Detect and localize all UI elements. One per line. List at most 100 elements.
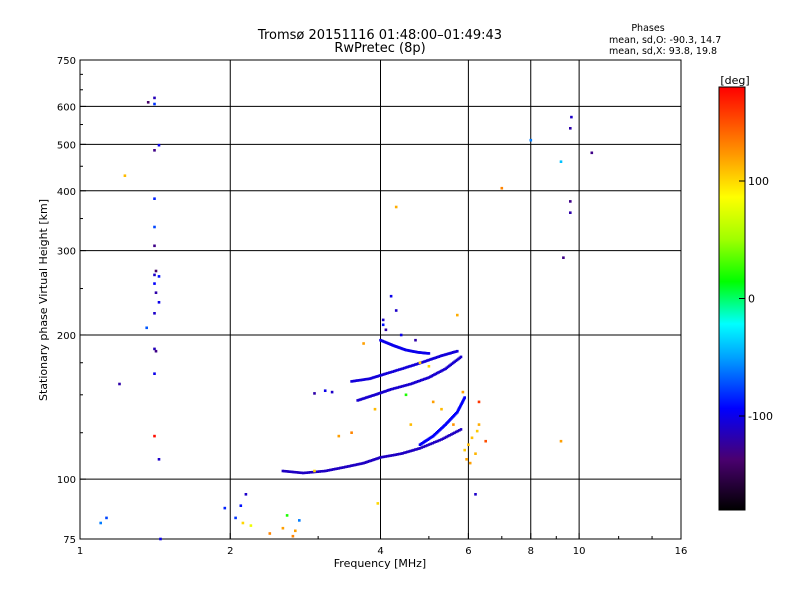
data-point [456, 429, 460, 433]
data-point [474, 493, 477, 496]
data-point [370, 394, 374, 397]
data-point [406, 450, 409, 454]
data-point [427, 443, 431, 446]
data-point [298, 519, 301, 522]
data-point [153, 225, 156, 229]
data-point [398, 385, 401, 389]
data-point [377, 374, 381, 378]
data-point [384, 389, 387, 393]
data-point [362, 378, 365, 381]
data-point [153, 347, 156, 351]
data-point [467, 443, 470, 446]
data-point [159, 537, 162, 541]
data-point [433, 356, 436, 360]
data-point [295, 471, 298, 474]
data-point [330, 468, 334, 471]
x-axis-label: Frequency [MHz] [334, 557, 426, 570]
data-point [386, 454, 389, 458]
data-point [431, 374, 435, 377]
data-point [311, 470, 314, 474]
x-axis-ticks: 1 2 4 6 8 10 16 [77, 533, 688, 557]
data-point [387, 371, 391, 374]
data-point [372, 376, 375, 379]
data-point [417, 380, 420, 383]
data-point [394, 369, 398, 372]
data-point [444, 353, 447, 356]
data-point [359, 378, 362, 382]
data-point [337, 467, 340, 470]
data-point [359, 398, 362, 401]
data-point [345, 465, 349, 468]
colorbar-tick-label: 0 [748, 293, 755, 306]
data-point [465, 458, 468, 461]
data-point [387, 454, 391, 458]
data-point [404, 366, 408, 369]
data-point [559, 160, 563, 163]
data-point [373, 407, 377, 411]
data-point [307, 471, 310, 474]
data-point [244, 493, 248, 496]
data-point [414, 381, 417, 384]
x-tick-label: 16 [675, 546, 688, 557]
data-point [372, 394, 375, 397]
data-point [415, 362, 419, 366]
data-point [234, 516, 237, 520]
colorbar-tick-label: -100 [748, 410, 773, 423]
data-point [281, 526, 285, 530]
data-point [281, 469, 285, 473]
data-point [394, 453, 398, 456]
data-point [389, 454, 393, 457]
data-point [123, 174, 127, 177]
data-point [351, 379, 355, 383]
data-point [430, 357, 433, 361]
data-point [154, 291, 158, 294]
y-tick-label: 300 [57, 247, 76, 258]
data-point [438, 438, 441, 442]
data-point [434, 356, 438, 359]
data-point [477, 423, 481, 426]
data-point [388, 388, 391, 392]
data-point [303, 471, 307, 475]
data-point [314, 470, 318, 474]
data-point [394, 205, 398, 209]
data-point [334, 467, 337, 471]
data-point [268, 532, 272, 535]
data-point [153, 434, 156, 438]
data-point [153, 102, 156, 106]
data-point [153, 149, 156, 152]
data-point [154, 349, 158, 353]
data-point [434, 440, 438, 443]
data-point [290, 470, 293, 474]
data-point [407, 365, 411, 368]
data-point [456, 349, 459, 353]
data-point [448, 434, 451, 437]
data-point [414, 363, 417, 366]
data-point [367, 395, 371, 398]
data-point [410, 449, 414, 452]
data-point [363, 396, 367, 400]
data-point [426, 359, 429, 362]
y-tick-label: 400 [57, 187, 76, 198]
data-point [362, 461, 365, 465]
data-point [363, 378, 367, 381]
data-point [320, 470, 323, 473]
data-point [418, 361, 422, 364]
data-point [325, 469, 329, 472]
data-point [348, 464, 352, 468]
data-point [389, 388, 393, 391]
data-point [372, 458, 375, 462]
data-point [484, 439, 487, 443]
data-point [344, 465, 347, 469]
data-point [458, 429, 461, 432]
data-point [373, 393, 377, 397]
data-point [157, 143, 161, 147]
data-point [399, 367, 403, 371]
data-point [417, 362, 420, 365]
data-point [401, 367, 404, 370]
data-point [399, 452, 403, 455]
data-point [342, 466, 345, 469]
data-point [305, 471, 309, 474]
data-point [389, 370, 393, 374]
data-point [366, 377, 370, 381]
x-tick-label: 6 [465, 546, 471, 557]
